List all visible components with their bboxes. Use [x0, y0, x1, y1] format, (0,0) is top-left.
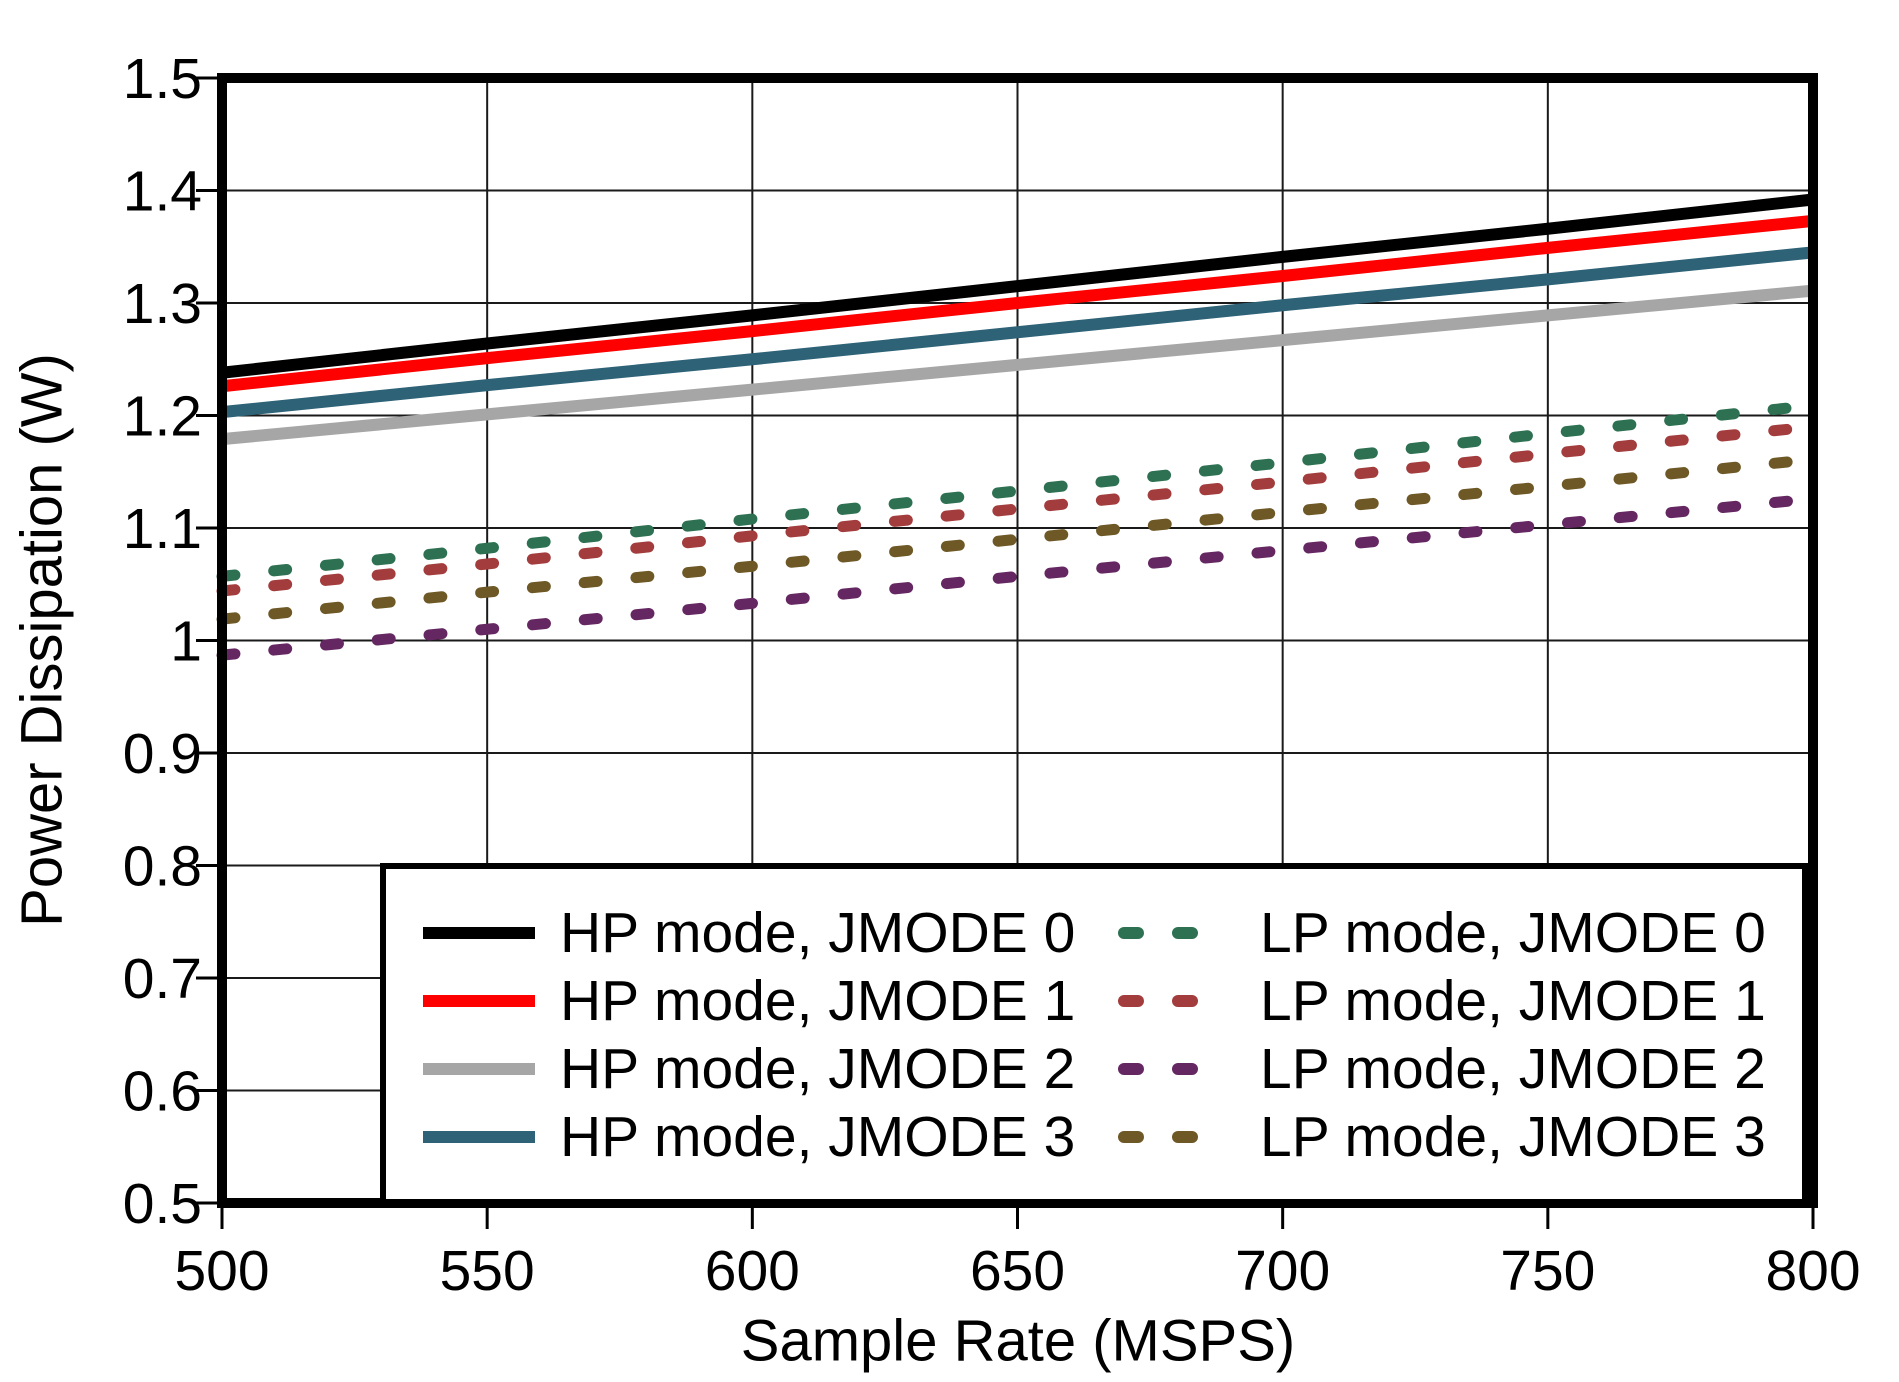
x-tick-label: 800	[1765, 1239, 1860, 1303]
legend-dash	[1172, 1063, 1198, 1075]
legend-label: LP mode, JMODE 3	[1260, 1105, 1766, 1169]
y-tick-label: 1.3	[123, 272, 202, 336]
series-line-lp-mode-jmode-2	[216, 493, 1819, 661]
series-line-lp-mode-jmode-1	[216, 421, 1819, 597]
legend-dash	[1118, 1063, 1144, 1075]
legend-swatch-dashed	[1118, 995, 1198, 1007]
series-line-hp-mode-jmode-3	[221, 246, 1814, 419]
legend-swatch-solid	[423, 927, 535, 939]
legend-swatch-dashed	[1118, 927, 1198, 939]
legend-swatch-solid	[423, 1063, 535, 1075]
y-tick-label: 0.6	[123, 1060, 202, 1124]
legend-label: LP mode, JMODE 1	[1260, 969, 1766, 1033]
legend-dash	[1172, 927, 1198, 939]
y-tick-label: 1.5	[123, 47, 202, 111]
x-tick-label: 650	[970, 1239, 1065, 1303]
x-tick-label: 500	[174, 1239, 269, 1303]
legend-dash	[1118, 995, 1144, 1007]
y-tick-label: 0.9	[123, 722, 202, 786]
legend-label: LP mode, JMODE 2	[1260, 1037, 1766, 1101]
series-line-hp-mode-jmode-2	[221, 284, 1814, 446]
y-tick-label: 1.2	[123, 385, 202, 449]
y-axis-title: Power Dissipation (W)	[9, 353, 75, 927]
legend-label: LP mode, JMODE 0	[1260, 901, 1766, 965]
legend-row: HP mode, JMODE 0 LP mode, JMODE 0	[386, 899, 1802, 967]
legend-row: HP mode, JMODE 1 LP mode, JMODE 1	[386, 967, 1802, 1035]
series-line-hp-mode-jmode-0	[221, 193, 1814, 379]
x-tick-label: 550	[440, 1239, 535, 1303]
x-tick-label: 600	[705, 1239, 800, 1303]
y-tick-label: 0.7	[123, 947, 202, 1011]
legend-dash	[1172, 995, 1198, 1007]
legend: HP mode, JMODE 0 LP mode, JMODE 0 HP mode,…	[380, 863, 1808, 1205]
legend-row: HP mode, JMODE 2 LP mode, JMODE 2	[386, 1035, 1802, 1103]
x-axis-title: Sample Rate (MSPS)	[740, 1308, 1296, 1374]
legend-swatch-solid	[423, 995, 535, 1007]
legend-label: HP mode, JMODE 1	[560, 969, 1076, 1033]
y-tick-label: 1.4	[123, 160, 202, 224]
series-line-lp-mode-jmode-3	[216, 453, 1819, 625]
y-tick-label: 1.1	[123, 497, 202, 561]
x-tick-label: 700	[1235, 1239, 1330, 1303]
legend-dash	[1172, 1131, 1198, 1143]
y-tick-label: 0.8	[123, 835, 202, 899]
legend-label: HP mode, JMODE 3	[560, 1105, 1076, 1169]
legend-label: HP mode, JMODE 2	[560, 1037, 1076, 1101]
series-line-lp-mode-jmode-0	[216, 399, 1819, 582]
legend-dash	[1118, 927, 1144, 939]
legend-swatch-solid	[423, 1131, 535, 1143]
y-tick-label: 0.5	[123, 1172, 202, 1236]
legend-label: HP mode, JMODE 0	[560, 901, 1076, 965]
legend-swatch-dashed	[1118, 1063, 1198, 1075]
legend-dash	[1118, 1131, 1144, 1143]
legend-row: HP mode, JMODE 3 LP mode, JMODE 3	[386, 1103, 1802, 1171]
series-line-hp-mode-jmode-1	[221, 214, 1814, 393]
x-tick-label: 750	[1500, 1239, 1595, 1303]
y-tick-label: 1	[170, 610, 202, 674]
legend-swatch-dashed	[1118, 1131, 1198, 1143]
